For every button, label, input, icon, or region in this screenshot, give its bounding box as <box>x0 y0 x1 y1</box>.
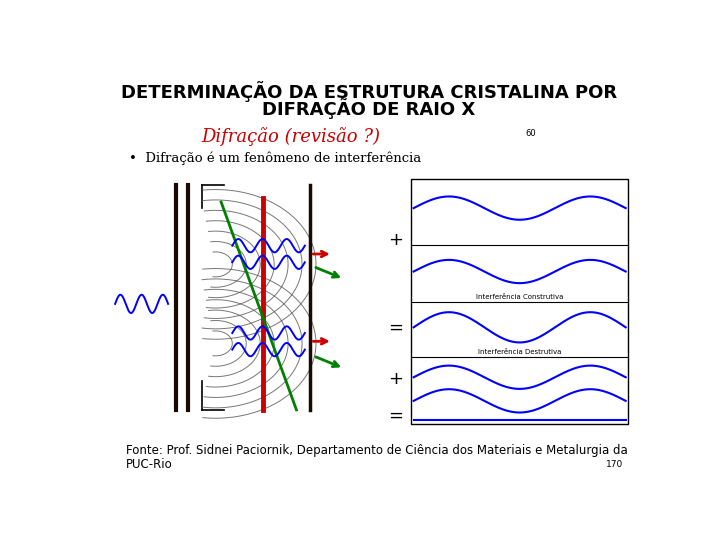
Text: Interferência Destrutiva: Interferência Destrutiva <box>478 349 562 355</box>
Text: DIFRAÇÃO DE RAIO X: DIFRAÇÃO DE RAIO X <box>262 98 476 119</box>
Text: +: + <box>388 370 402 388</box>
Text: 170: 170 <box>606 460 623 469</box>
Text: PUC-Rio: PUC-Rio <box>126 458 173 471</box>
Text: DETERMINAÇÃO DA ESTRUTURA CRISTALINA POR: DETERMINAÇÃO DA ESTRUTURA CRISTALINA POR <box>121 82 617 102</box>
Text: =: = <box>388 318 402 336</box>
Text: Difração (revisão ?): Difração (revisão ?) <box>202 127 380 146</box>
Text: Interferência Construtiva: Interferência Construtiva <box>476 294 563 300</box>
Text: +: + <box>388 231 402 249</box>
Text: =: = <box>388 407 402 425</box>
Text: 60: 60 <box>526 129 536 138</box>
Text: •  Difração é um fenômeno de interferência: • Difração é um fenômeno de interferênci… <box>129 151 421 165</box>
Text: Fonte: Prof. Sidnei Paciornik, Departamento de Ciência dos Materiais e Metalurgi: Fonte: Prof. Sidnei Paciornik, Departame… <box>126 444 628 457</box>
Bar <box>411 179 629 424</box>
